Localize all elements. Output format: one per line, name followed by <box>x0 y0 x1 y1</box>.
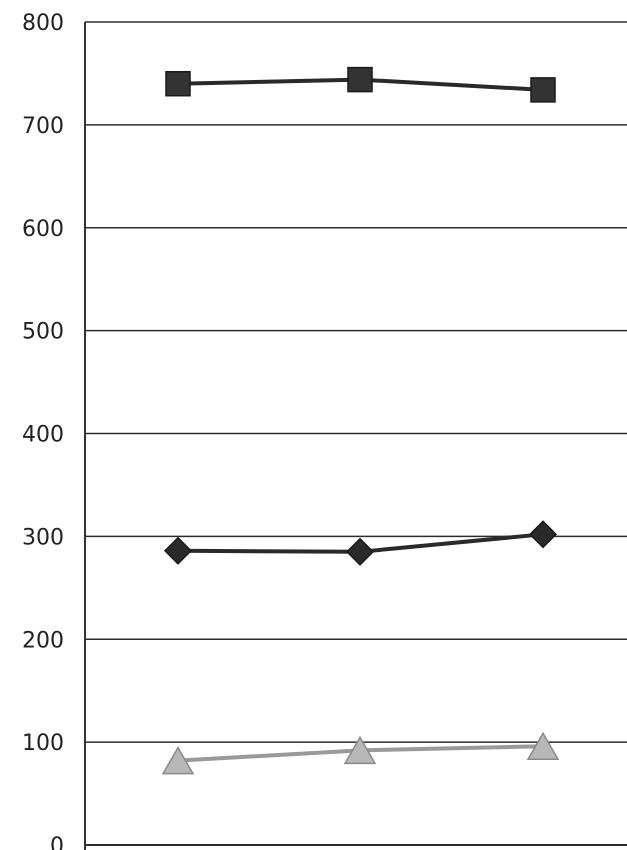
y-tick-label-300: 300 <box>22 525 64 550</box>
gridlines <box>85 21 627 846</box>
y-tick-label-0: 0 <box>50 834 64 850</box>
y-tick-label-600: 600 <box>22 217 64 242</box>
y-tick-label-400: 400 <box>22 423 64 448</box>
series-square-point-1 <box>165 70 191 97</box>
series-diamond-point-1 <box>163 536 193 565</box>
y-tick-label-100: 100 <box>22 731 64 756</box>
series-diamond-point-2 <box>345 537 375 566</box>
y-tick-label-500: 500 <box>22 320 64 345</box>
series-triangle-point-2 <box>343 735 377 765</box>
series-diamond-point-3 <box>528 520 558 549</box>
series-triangle-point-3 <box>526 731 560 760</box>
y-axis-ticks: 0 100 200 300 400 500 600 700 800 <box>22 11 64 850</box>
y-tick-label-800: 800 <box>22 11 64 36</box>
y-tick-label-200: 200 <box>22 628 64 653</box>
series-square-point-3 <box>530 77 556 103</box>
series-square-point-2 <box>347 66 373 93</box>
y-tick-label-700: 700 <box>22 114 64 139</box>
series-layer <box>161 66 560 775</box>
series-triangle-point-1 <box>161 746 195 775</box>
